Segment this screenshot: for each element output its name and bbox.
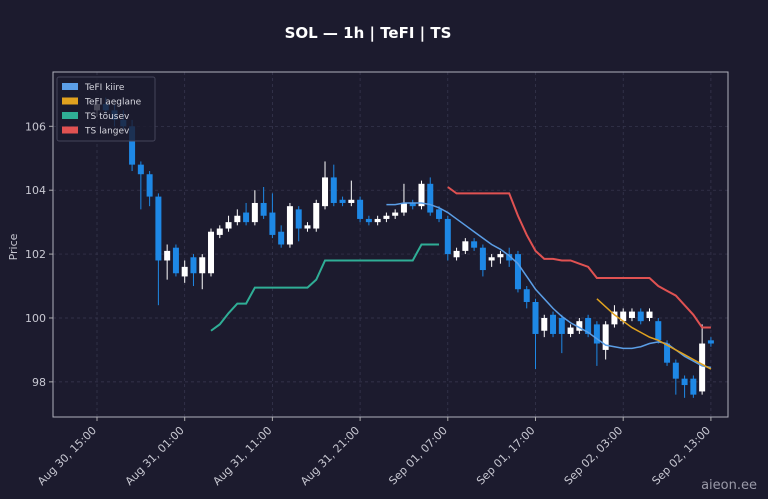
indicator-line	[447, 186, 711, 329]
indicator-line	[596, 298, 712, 370]
candle-body	[620, 311, 627, 322]
candle-body	[365, 218, 372, 223]
candle-body	[383, 215, 390, 219]
candle-body	[427, 183, 434, 213]
candle-body	[611, 311, 618, 325]
candle-body	[497, 254, 504, 258]
candle-body	[190, 257, 197, 274]
candle-body	[322, 177, 329, 207]
candle-body	[418, 183, 425, 207]
y-axis-label: Price	[7, 233, 20, 260]
legend-swatch	[62, 112, 78, 119]
legend-label: TS tõusev	[84, 112, 130, 122]
legend-swatch	[62, 97, 78, 105]
legend: TeFI kiire TeFI aeglane TS tõusev TS langev	[56, 76, 156, 142]
candle-body	[672, 362, 679, 379]
candle-body	[479, 247, 486, 271]
legend-label: TS langev	[84, 127, 130, 137]
candle-body	[453, 250, 460, 258]
legend-label: TeFI kiire	[84, 83, 125, 93]
candle-body	[514, 254, 521, 290]
candle-body	[295, 209, 302, 229]
plot-frame	[52, 71, 729, 418]
candle-body	[462, 241, 469, 251]
legend-swatch	[62, 126, 78, 134]
candle-body	[286, 206, 293, 245]
candle-body	[339, 199, 346, 203]
indicator-line	[386, 202, 712, 369]
candle-body	[357, 199, 364, 219]
candle-body	[269, 212, 276, 235]
candle-body	[602, 324, 609, 350]
candle-body	[541, 317, 548, 331]
candle-body	[234, 215, 241, 223]
chart-title: SOL — 1h | TeFI | TS	[285, 24, 452, 43]
candle-body	[585, 317, 592, 334]
candle-body	[646, 311, 653, 318]
candle-body	[181, 266, 188, 277]
candle-body	[216, 228, 223, 235]
candle-body	[164, 250, 171, 261]
candle-body	[707, 340, 714, 344]
candle-body	[471, 241, 478, 248]
candle-body	[392, 212, 399, 216]
candle-body	[409, 202, 416, 207]
candle-body	[699, 343, 706, 392]
y-tick-label: 106	[25, 120, 46, 133]
y-tick-label: 104	[25, 184, 46, 197]
candle-body	[655, 321, 662, 341]
watermark: aieon.ee	[701, 478, 757, 493]
legend-box	[56, 76, 156, 142]
candle-body	[567, 327, 574, 334]
candle-body	[532, 302, 539, 334]
candle-body	[243, 212, 250, 223]
candle-body	[260, 202, 267, 216]
candle-body	[436, 209, 443, 219]
legend-label: TeFI aeglane	[84, 98, 142, 108]
candle-body	[400, 202, 407, 213]
legend-swatch	[62, 83, 78, 90]
candle-body	[690, 378, 697, 395]
candle-body	[330, 177, 337, 203]
candle-body	[225, 222, 232, 229]
candle-body	[348, 199, 355, 203]
candle-body	[146, 174, 153, 197]
candle-body	[506, 254, 513, 261]
candle-body	[172, 247, 179, 274]
candle-body	[304, 225, 311, 229]
candle-body	[488, 257, 495, 261]
candle-body	[374, 218, 381, 223]
candle-body	[593, 324, 600, 344]
y-tick-label: 98	[32, 376, 46, 389]
candle-body	[208, 231, 215, 274]
candle-body	[523, 289, 530, 302]
candle-body	[681, 378, 688, 386]
indicator-line	[210, 243, 440, 332]
candle-body	[444, 218, 451, 255]
candle-body	[550, 314, 557, 334]
candle-body	[199, 257, 206, 274]
candle-body	[576, 321, 583, 331]
candle-body	[137, 164, 144, 175]
y-tick-label: 100	[25, 312, 46, 325]
candle-body	[251, 202, 258, 223]
candle-body	[155, 196, 162, 261]
candle-body	[637, 311, 644, 322]
candle-body	[278, 231, 285, 245]
candle-body	[628, 311, 635, 318]
candle-body	[664, 343, 671, 363]
candle-body	[558, 317, 565, 334]
candle-body	[129, 126, 136, 165]
candle-body	[313, 202, 320, 229]
y-tick-label: 102	[25, 248, 46, 261]
